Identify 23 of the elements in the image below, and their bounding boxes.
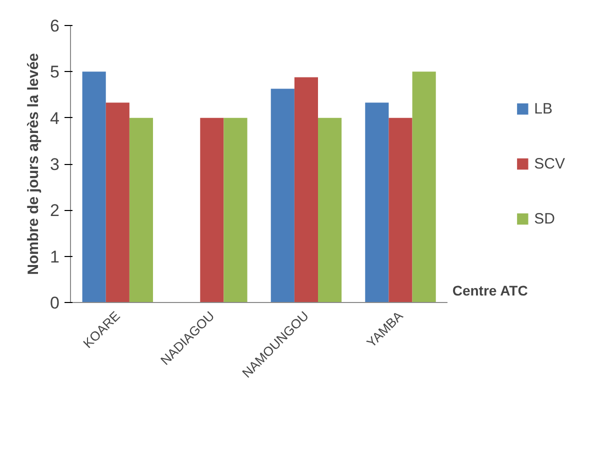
legend-label: SD	[534, 210, 555, 227]
y-tick-label: 1	[50, 247, 60, 266]
legend-label: LB	[534, 100, 554, 117]
bar	[106, 102, 130, 302]
bar	[270, 88, 294, 302]
y-tick-label: 4	[50, 108, 60, 128]
bar	[82, 72, 106, 302]
y-tick-label: 0	[50, 294, 60, 312]
y-tick-label: 2	[50, 201, 60, 220]
bar	[224, 118, 248, 302]
y-axis-title: Nombre de jours après la levée	[25, 53, 42, 275]
bar	[365, 102, 389, 302]
y-tick-label: 3	[50, 155, 60, 174]
x-axis-title: Centre ATC	[452, 282, 528, 298]
bar	[129, 118, 153, 302]
legend-label: SCV	[534, 155, 565, 172]
y-tick-label: 6	[50, 16, 60, 36]
bar	[388, 118, 412, 302]
bar	[200, 118, 224, 302]
bar	[412, 72, 436, 302]
bar	[318, 118, 342, 302]
bar	[294, 77, 318, 302]
y-tick-label: 5	[50, 62, 60, 82]
